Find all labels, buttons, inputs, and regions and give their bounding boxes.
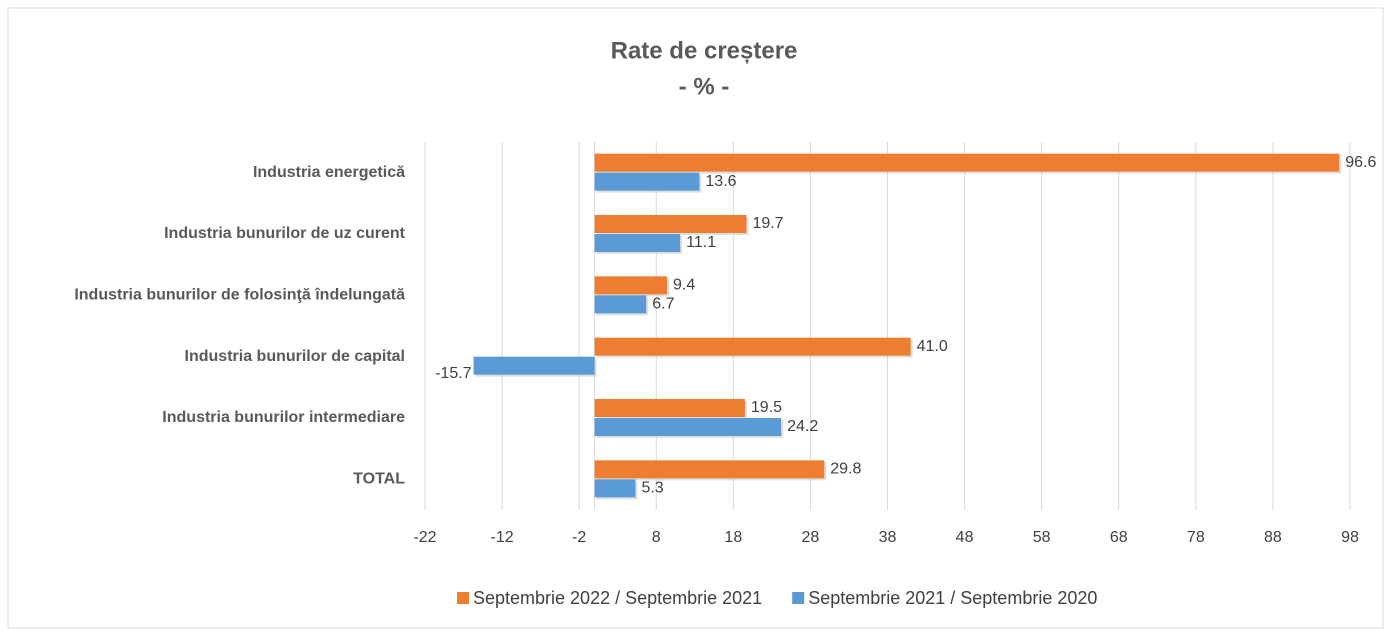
bar — [594, 215, 747, 233]
bar — [594, 418, 782, 436]
x-tick-label: 18 — [724, 529, 742, 546]
legend-swatch — [792, 592, 805, 604]
bar — [594, 399, 745, 417]
x-tick-label: 58 — [1033, 529, 1051, 546]
x-tick-label: -12 — [491, 529, 514, 546]
category-label: Industria bunurilor de capital — [185, 348, 405, 365]
category-label: TOTAL — [353, 471, 405, 488]
category-label: Industria energetică — [253, 164, 405, 181]
data-label: 24.2 — [787, 418, 818, 435]
x-tick-label: 78 — [1187, 529, 1205, 546]
x-tick-label: 8 — [652, 529, 661, 546]
data-label: 41.0 — [917, 338, 948, 355]
data-label: -15.7 — [435, 365, 472, 382]
bar — [594, 337, 911, 356]
chart-border — [7, 7, 1384, 629]
data-label: 19.5 — [751, 399, 782, 416]
bar — [594, 276, 668, 295]
bar — [594, 479, 636, 498]
data-label: 19.7 — [752, 215, 783, 232]
x-tick-label: 88 — [1264, 529, 1282, 546]
legend-swatch — [457, 592, 469, 604]
bar — [594, 295, 647, 314]
data-label: 96.6 — [1345, 154, 1376, 171]
chart-title: Rate de creștere — [611, 37, 798, 64]
x-tick-label: 28 — [802, 529, 820, 546]
x-tick-label: 48 — [956, 529, 974, 546]
x-tick-label: -22 — [413, 529, 436, 546]
bar — [594, 153, 1340, 172]
bar — [594, 460, 825, 479]
x-tick-label: 38 — [879, 529, 897, 546]
data-label: 6.7 — [652, 296, 674, 313]
data-label: 13.6 — [705, 173, 736, 190]
chart-subtitle: - % - — [679, 73, 730, 100]
category-label: Industria bunurilor de uz curent — [164, 225, 406, 242]
x-tick-label: 68 — [1110, 529, 1128, 546]
bar — [594, 172, 700, 191]
data-label: 11.1 — [686, 234, 716, 251]
legend-label: Septembrie 2022 / Septembrie 2021 — [473, 588, 762, 608]
bar — [594, 234, 681, 252]
bar — [473, 356, 595, 375]
data-label: 5.3 — [641, 480, 663, 497]
data-label: 9.4 — [673, 277, 695, 294]
category-label: Industria bunurilor intermediare — [162, 409, 405, 426]
x-tick-label: 98 — [1341, 529, 1359, 546]
legend-label: Septembrie 2021 / Septembrie 2020 — [808, 588, 1097, 608]
category-label: Industria bunurilor de folosinţă îndelun… — [74, 287, 405, 304]
data-label: 29.8 — [830, 461, 861, 478]
x-tick-label: -2 — [572, 529, 586, 546]
